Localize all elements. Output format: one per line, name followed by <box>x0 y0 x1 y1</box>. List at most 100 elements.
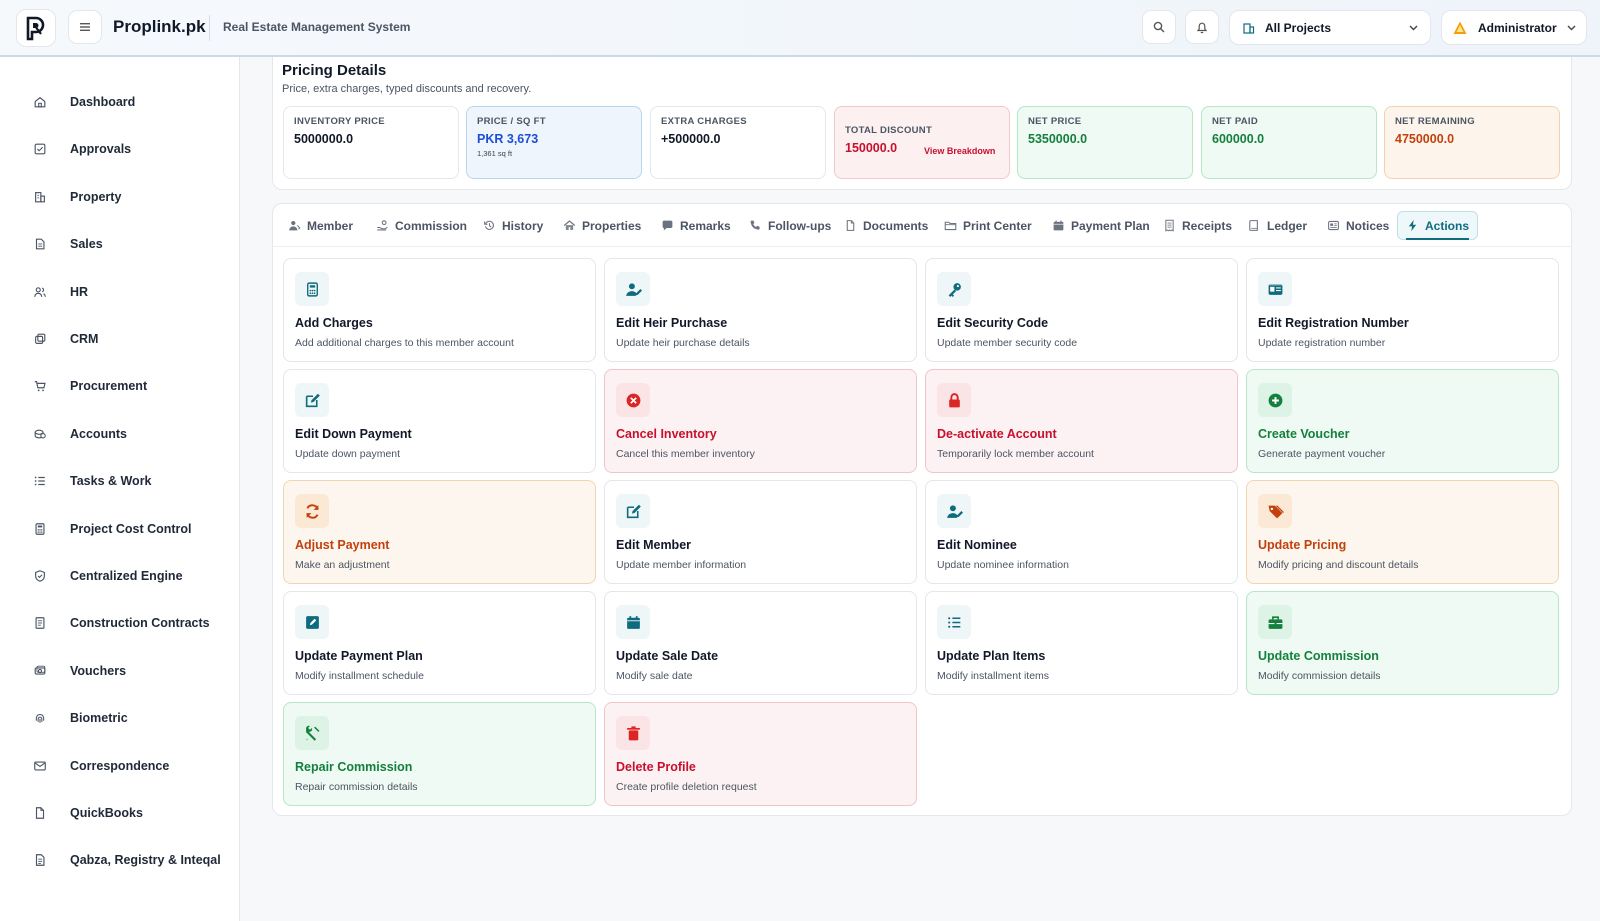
sidebar-item-hr[interactable]: HR <box>14 272 226 312</box>
coins-icon <box>20 416 60 452</box>
tab-ledger[interactable]: Ledger <box>1240 211 1315 240</box>
registry-icon <box>20 842 60 878</box>
action-edit-security-code[interactable]: Edit Security Code Update member security… <box>925 258 1238 362</box>
tab-follow-ups[interactable]: Follow-ups <box>741 211 839 240</box>
comment-icon <box>661 219 674 232</box>
sidebar-item-project-cost-control[interactable]: Project Cost Control <box>14 509 226 549</box>
sidebar-item-label: Dashboard <box>70 95 136 109</box>
sidebar-item-correspondence[interactable]: Correspondence <box>14 746 226 786</box>
action-edit-nominee[interactable]: Edit Nominee Update nominee information <box>925 480 1238 584</box>
building-icon <box>20 179 60 215</box>
action-repair-commission[interactable]: Repair Commission Repair commission detai… <box>283 702 596 806</box>
action-cancel-inventory[interactable]: Cancel Inventory Cancel this member inven… <box>604 369 917 473</box>
action-title: Adjust Payment <box>295 538 390 552</box>
action-add-charges[interactable]: Add Charges Add additional charges to thi… <box>283 258 596 362</box>
app-logo[interactable] <box>16 9 56 47</box>
action-de-activate-account[interactable]: De-activate Account Temporarily lock memb… <box>925 369 1238 473</box>
sidebar-item-quickbooks[interactable]: QuickBooks <box>14 793 226 833</box>
sidebar-item-qabza-registry-inteqal[interactable]: Qabza, Registry & Inteqal <box>14 840 226 880</box>
extra-charges-label: EXTRA CHARGES <box>661 116 747 127</box>
action-title: Edit Down Payment <box>295 427 412 441</box>
tab-history[interactable]: History <box>475 211 551 240</box>
action-delete-profile[interactable]: Delete Profile Create profile deletion re… <box>604 702 917 806</box>
book-icon <box>1248 219 1261 232</box>
edit-icon <box>295 383 329 417</box>
sidebar-item-label: Sales <box>70 237 103 252</box>
tab-commission[interactable]: Commission <box>368 211 475 240</box>
tags-icon <box>1258 494 1292 528</box>
tab-notices[interactable]: Notices <box>1319 211 1397 240</box>
sidebar-item-label: QuickBooks <box>70 806 143 820</box>
search-button[interactable] <box>1142 10 1176 44</box>
mail-icon <box>20 748 60 784</box>
action-update-pricing[interactable]: Update Pricing Modify pricing and discoun… <box>1246 480 1559 584</box>
action-description: Modify sale date <box>616 670 693 682</box>
edit-icon <box>616 494 650 528</box>
tab-label: Actions <box>1425 218 1470 233</box>
logo-icon <box>26 16 45 41</box>
user-icon <box>288 219 301 232</box>
action-update-plan-items[interactable]: Update Plan Items Modify installment item… <box>925 591 1238 695</box>
briefcase-icon <box>1258 605 1292 639</box>
action-edit-member[interactable]: Edit Member Update member information <box>604 480 917 584</box>
action-title: Delete Profile <box>616 760 696 774</box>
tab-print-center[interactable]: Print Center <box>936 211 1040 240</box>
action-create-voucher[interactable]: Create Voucher Generate payment voucher <box>1246 369 1559 473</box>
tab-label: Ledger <box>1267 218 1308 233</box>
tab-member[interactable]: Member <box>280 211 361 240</box>
action-update-payment-plan[interactable]: Update Payment Plan Modify installment sc… <box>283 591 596 695</box>
shield-icon <box>20 558 60 594</box>
action-update-sale-date[interactable]: Update Sale Date Modify sale date <box>604 591 917 695</box>
contract-icon <box>20 605 60 641</box>
action-description: Update member information <box>616 559 747 571</box>
action-title: Add Charges <box>295 316 373 330</box>
view-breakdown-link[interactable]: View Breakdown <box>924 146 996 156</box>
calendar-icon <box>1052 219 1065 232</box>
net-remaining-box: NET REMAINING 4750000.0 <box>1384 106 1560 179</box>
tab-label: Documents <box>863 218 929 233</box>
tab-receipts[interactable]: Receipts <box>1155 211 1240 240</box>
sidebar-item-tasks-work[interactable]: Tasks & Work <box>14 461 226 501</box>
sidebar-item-sales[interactable]: Sales <box>14 224 226 264</box>
sidebar-item-approvals[interactable]: Approvals <box>14 129 226 169</box>
action-description: Update registration number <box>1258 337 1386 349</box>
tab-label: Properties <box>582 218 642 233</box>
action-adjust-payment[interactable]: Adjust Payment Make an adjustment <box>283 480 596 584</box>
action-edit-heir-purchase[interactable]: Edit Heir Purchase Update heir purchase d… <box>604 258 917 362</box>
sidebar-item-label: Biometric <box>70 711 128 726</box>
sidebar-item-biometric[interactable]: Biometric <box>14 698 226 738</box>
sidebar-item-property[interactable]: Property <box>14 177 226 217</box>
sidebar-item-dashboard[interactable]: Dashboard <box>14 82 226 122</box>
sidebar-item-vouchers[interactable]: Vouchers <box>14 651 226 691</box>
action-edit-registration-number[interactable]: Edit Registration Number Update registrat… <box>1246 258 1559 362</box>
notifications-button[interactable] <box>1185 10 1219 44</box>
menu-toggle-button[interactable] <box>68 10 102 44</box>
tab-label: History <box>502 218 544 233</box>
sidebar-item-label: Centralized Engine <box>70 569 183 583</box>
sidebar-item-centralized-engine[interactable]: Centralized Engine <box>14 556 226 596</box>
tab-payment-plan[interactable]: Payment Plan <box>1044 211 1158 240</box>
sidebar-item-crm[interactable]: CRM <box>14 319 226 359</box>
user-menu[interactable]: Administrator <box>1441 10 1587 45</box>
tab-remarks[interactable]: Remarks <box>653 211 739 240</box>
sidebar-item-accounts[interactable]: Accounts <box>14 414 226 454</box>
tab-actions[interactable]: Actions <box>1397 211 1479 240</box>
project-select[interactable]: All Projects <box>1229 10 1431 45</box>
net-price-value: 5350000.0 <box>1028 132 1088 146</box>
inventory-price-value: 5000000.0 <box>294 132 354 146</box>
action-title: Edit Heir Purchase <box>616 316 728 330</box>
sidebar-item-construction-contracts[interactable]: Construction Contracts <box>14 603 226 643</box>
net-remaining-value: 4750000.0 <box>1395 132 1455 146</box>
hamburger-icon <box>80 23 90 31</box>
file-icon <box>844 219 857 232</box>
action-edit-down-payment[interactable]: Edit Down Payment Update down payment <box>283 369 596 473</box>
history-icon <box>483 219 496 232</box>
sidebar-item-procurement[interactable]: Procurement <box>14 366 226 406</box>
phone-icon <box>749 219 762 232</box>
refresh-icon <box>295 494 329 528</box>
action-update-commission[interactable]: Update Commission Modify commission detai… <box>1246 591 1559 695</box>
action-description: Modify installment schedule <box>295 670 424 682</box>
price-sqft-area: 1,361 sq ft <box>477 149 513 158</box>
tab-documents[interactable]: Documents <box>836 211 936 240</box>
tab-properties[interactable]: Properties <box>555 211 649 240</box>
